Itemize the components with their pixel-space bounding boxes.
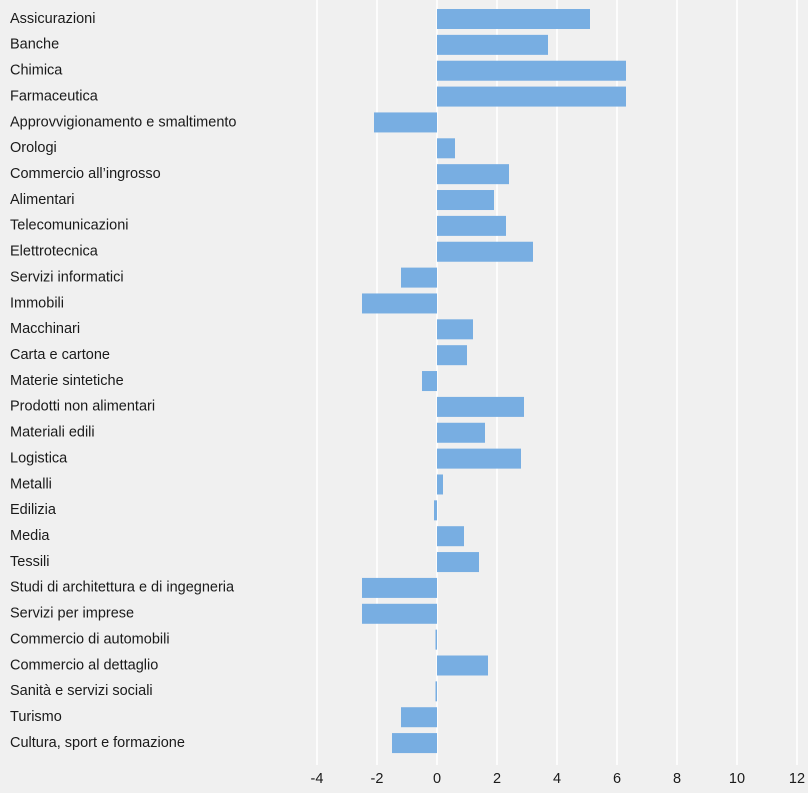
y-tick-label: Orologi	[10, 140, 57, 156]
y-tick-label: Sanità e servizi sociali	[10, 683, 153, 699]
y-tick-label: Approvvigionamento e smaltimento	[10, 114, 236, 130]
bar	[362, 603, 437, 624]
bar	[362, 577, 437, 598]
bar	[437, 215, 506, 236]
bar	[437, 34, 548, 55]
y-tick-label: Telecomunicazioni	[10, 218, 128, 234]
y-tick-label: Logistica	[10, 450, 68, 466]
x-tick-label: 12	[789, 771, 805, 787]
bar	[437, 241, 533, 262]
y-tick-label: Servizi informatici	[10, 269, 124, 285]
bar	[437, 190, 494, 211]
bar	[374, 112, 437, 133]
y-tick-label: Media	[10, 528, 50, 544]
y-tick-label: Commercio all’ingrosso	[10, 166, 161, 182]
y-tick-label: Chimica	[10, 63, 63, 79]
bar	[401, 707, 437, 728]
x-tick-label: 10	[729, 771, 745, 787]
bar	[437, 164, 509, 185]
y-tick-label: Servizi per imprese	[10, 606, 134, 622]
y-tick-label: Carta e cartone	[10, 347, 110, 363]
x-tick-label: 6	[613, 771, 621, 787]
y-tick-label: Macchinari	[10, 321, 80, 337]
bar	[437, 60, 626, 81]
x-tick-label: 8	[673, 771, 681, 787]
bar	[437, 526, 464, 547]
x-tick-label: 2	[493, 771, 501, 787]
y-tick-label: Edilizia	[10, 502, 57, 518]
bar	[437, 448, 521, 469]
y-tick-label: Cultura, sport e formazione	[10, 735, 185, 751]
bar	[362, 293, 437, 314]
y-tick-label: Materie sintetiche	[10, 373, 124, 389]
bar	[435, 681, 437, 702]
bar	[437, 138, 455, 159]
bar	[435, 629, 437, 650]
y-tick-label: Commercio di automobili	[10, 631, 170, 647]
x-tick-label: -2	[371, 771, 384, 787]
bar	[437, 319, 473, 340]
bar	[437, 655, 488, 676]
y-tick-label: Assicurazioni	[10, 11, 95, 27]
y-tick-label: Tessili	[10, 554, 49, 570]
y-tick-label: Immobili	[10, 295, 64, 311]
bar	[437, 396, 524, 417]
y-tick-label: Alimentari	[10, 192, 74, 208]
y-tick-label: Prodotti non alimentari	[10, 399, 155, 415]
bar	[401, 267, 437, 288]
y-tick-label: Farmaceutica	[10, 88, 99, 104]
x-tick-label: 4	[553, 771, 561, 787]
x-tick-label: -4	[311, 771, 324, 787]
y-tick-label: Elettrotecnica	[10, 244, 99, 260]
y-tick-label: Turismo	[10, 709, 62, 725]
bar	[392, 733, 437, 754]
y-tick-label: Studi di architettura e di ingegneria	[10, 580, 235, 596]
bar	[437, 552, 479, 573]
y-tick-label: Commercio al dettaglio	[10, 657, 158, 673]
bar	[422, 371, 437, 392]
bar	[437, 9, 590, 29]
y-tick-label: Banche	[10, 37, 59, 53]
bar	[437, 345, 467, 366]
bar	[437, 474, 443, 495]
bar	[437, 422, 485, 443]
y-tick-label: Materiali edili	[10, 425, 95, 441]
bar	[434, 500, 437, 521]
x-tick-label: 0	[433, 771, 441, 787]
bar	[437, 86, 626, 107]
y-tick-label: Metalli	[10, 476, 52, 492]
